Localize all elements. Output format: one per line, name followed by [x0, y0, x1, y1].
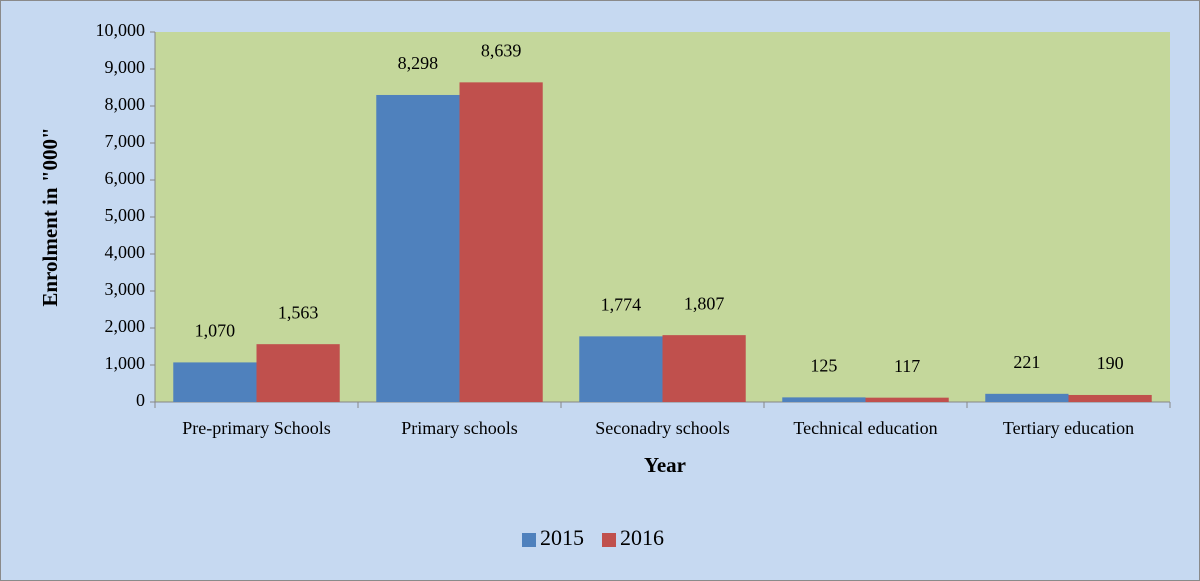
legend-label: 2016 — [620, 525, 664, 550]
y-axis-title: Enrolment in "000" — [38, 127, 62, 306]
value-label: 1,070 — [195, 321, 236, 341]
value-label: 117 — [894, 356, 920, 376]
y-tick-label: 3,000 — [105, 279, 146, 299]
bar — [256, 344, 340, 402]
x-axis-title: Year — [644, 453, 686, 477]
y-tick-label: 0 — [136, 390, 145, 410]
bar — [579, 336, 663, 402]
bar — [865, 397, 949, 402]
bar — [1068, 394, 1152, 402]
value-label: 1,807 — [684, 293, 725, 313]
y-tick-label: 9,000 — [105, 57, 146, 77]
value-label: 125 — [810, 356, 837, 376]
y-tick-label: 8,000 — [105, 94, 146, 114]
y-tick-label: 4,000 — [105, 242, 146, 262]
legend-swatch — [522, 533, 536, 547]
bar — [782, 397, 866, 402]
y-tick-label: 10,000 — [96, 20, 146, 40]
y-tick-label: 6,000 — [105, 168, 146, 188]
y-tick-label: 2,000 — [105, 316, 146, 336]
y-tick-label: 7,000 — [105, 131, 146, 151]
x-tick-label: Seconadry schools — [595, 418, 729, 438]
legend-swatch — [602, 533, 616, 547]
bar — [173, 362, 257, 402]
bar — [662, 335, 746, 402]
x-tick-label: Technical education — [793, 418, 937, 438]
value-label: 8,639 — [481, 40, 522, 60]
legend-label: 2015 — [540, 525, 584, 550]
y-tick-label: 5,000 — [105, 205, 146, 225]
bar — [985, 393, 1069, 402]
value-label: 190 — [1097, 353, 1124, 373]
value-label: 221 — [1013, 352, 1040, 372]
bar — [459, 82, 543, 403]
x-tick-label: Primary schools — [401, 418, 518, 438]
value-label: 8,298 — [398, 53, 439, 73]
x-tick-label: Tertiary education — [1003, 418, 1134, 438]
bar — [376, 94, 460, 402]
value-label: 1,774 — [601, 294, 642, 314]
y-tick-label: 1,000 — [105, 353, 146, 373]
x-tick-label: Pre-primary Schools — [182, 418, 330, 438]
value-label: 1,563 — [278, 302, 319, 322]
